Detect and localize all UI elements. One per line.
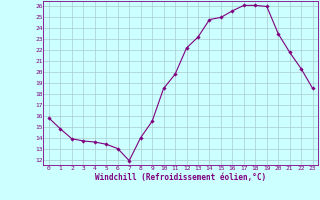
X-axis label: Windchill (Refroidissement éolien,°C): Windchill (Refroidissement éolien,°C)	[95, 173, 266, 182]
